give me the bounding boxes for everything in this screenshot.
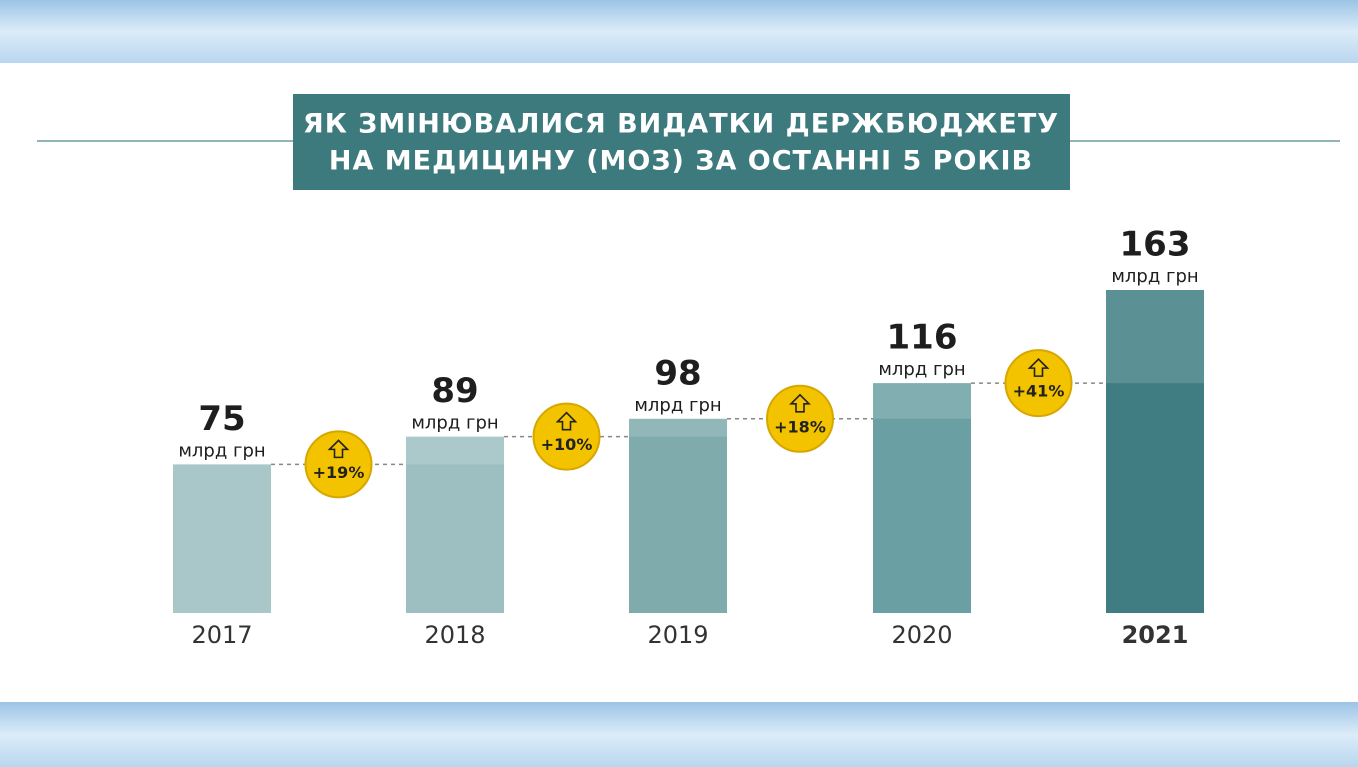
change-badge [532,402,601,471]
value-label: 89 [431,371,478,411]
bar-growth [1106,290,1204,384]
bar [629,418,727,613]
bar-growth [629,418,727,437]
bar-growth [406,436,504,465]
title-box [293,94,1070,190]
unit-label: млрд грн [878,359,965,380]
change-label: +10% [541,435,593,454]
change-badge [766,384,834,453]
unit-label: млрд грн [411,413,498,434]
change-badge [304,430,373,499]
bar [173,464,271,613]
chart-title: НА МЕДИЦИНУ (МОЗ) ЗА ОСТАННІ 5 РОКІВ [329,146,1033,177]
x-tick-label: 2017 [191,621,252,649]
x-tick-label: 2019 [647,621,708,649]
arrow-icon [789,393,811,413]
change-label: +18% [774,417,826,436]
bar [406,436,504,613]
arrow-icon [1027,358,1050,377]
change-label: +19% [313,463,365,482]
chart-title: ЯК ЗМІНЮВАЛИСЯ ВИДАТКИ ДЕРЖБЮДЖЕТУ [303,109,1059,140]
value-label: 98 [654,353,701,393]
x-tick-label: 2018 [424,621,485,649]
change-badge [1004,349,1073,418]
change-label: +41% [1013,382,1065,401]
arrow-icon [327,439,350,459]
unit-label: млрд грн [634,395,721,416]
unit-label: млрд грн [1111,266,1198,287]
unit-label: млрд грн [178,440,265,461]
x-tick-label: 2021 [1122,621,1189,649]
top-band [0,0,1358,63]
bar [1106,290,1204,613]
value-label: 163 [1120,225,1191,265]
value-label: 116 [887,318,958,358]
arrow-icon [555,411,578,431]
value-label: 75 [198,399,245,439]
bar-growth [873,383,971,419]
x-tick-label: 2020 [891,621,952,649]
bottom-band [0,702,1358,767]
bar [873,383,971,613]
